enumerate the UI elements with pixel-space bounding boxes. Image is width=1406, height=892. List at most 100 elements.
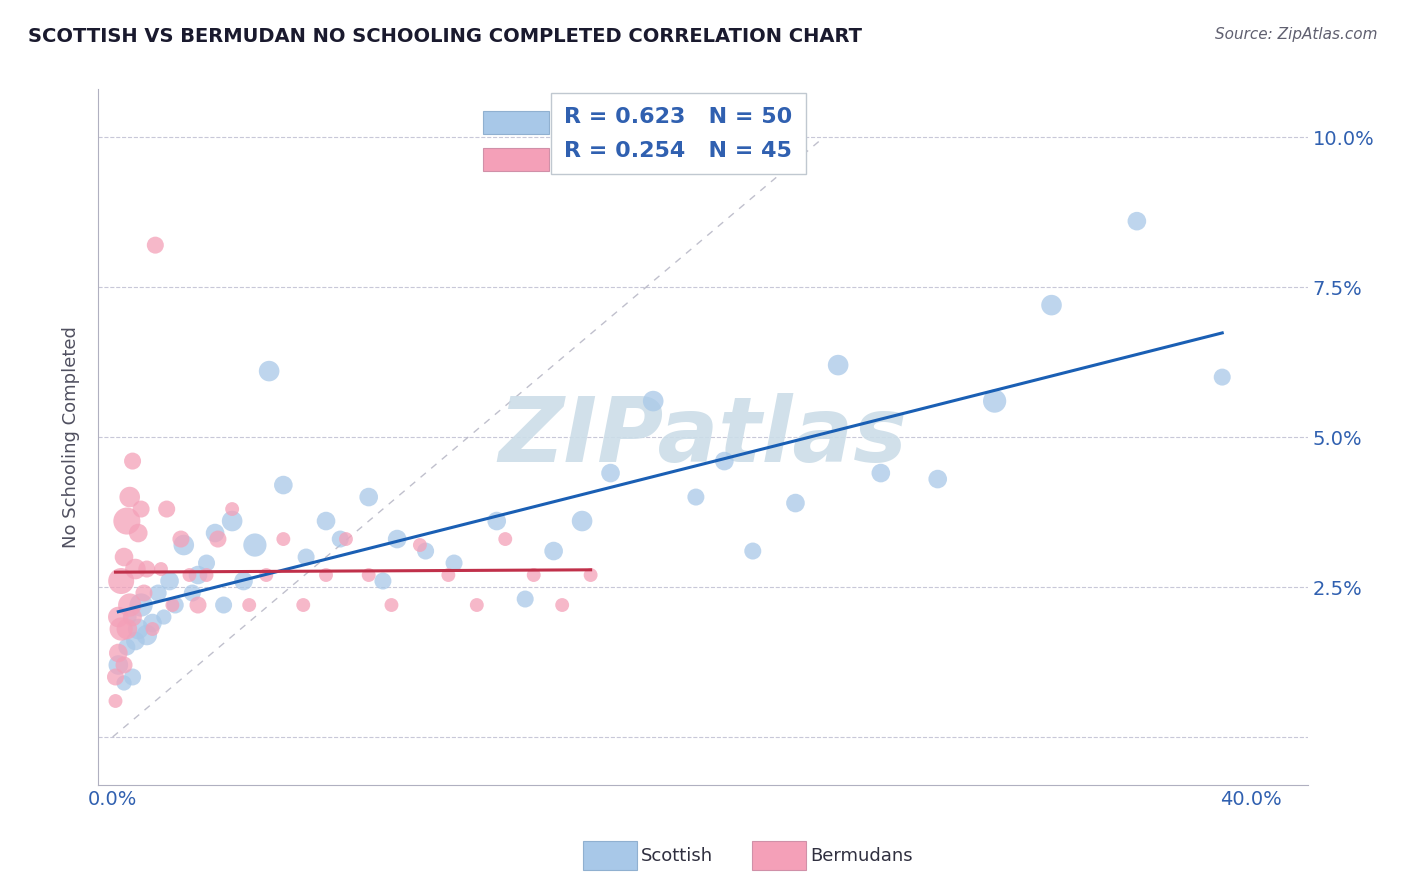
Point <box>110 622 132 636</box>
Point <box>112 676 135 690</box>
Point <box>465 598 488 612</box>
Point <box>357 568 380 582</box>
Point <box>110 574 132 588</box>
Point <box>243 538 266 552</box>
Text: ZIPatlas: ZIPatlas <box>499 393 907 481</box>
Point <box>273 478 295 492</box>
Point <box>409 538 432 552</box>
Point <box>135 628 157 642</box>
Point <box>485 514 508 528</box>
Point <box>579 568 602 582</box>
Point <box>170 532 193 546</box>
Point <box>121 670 143 684</box>
Point <box>329 532 352 546</box>
Point <box>257 364 280 378</box>
Point <box>104 670 127 684</box>
Point <box>129 598 152 612</box>
Point <box>195 556 218 570</box>
Point <box>232 574 254 588</box>
Point <box>1126 214 1149 228</box>
Text: Bermudans: Bermudans <box>810 847 912 865</box>
Point <box>141 622 163 636</box>
Point <box>132 586 155 600</box>
Point <box>112 549 135 564</box>
Point <box>146 586 169 600</box>
Point <box>212 598 235 612</box>
Point <box>685 490 707 504</box>
Point <box>115 622 138 636</box>
Point <box>1211 370 1233 384</box>
Point <box>115 640 138 654</box>
Point <box>121 454 143 468</box>
Point <box>143 238 166 252</box>
Point <box>118 610 141 624</box>
Point <box>741 544 763 558</box>
Point <box>118 598 141 612</box>
Point <box>315 514 337 528</box>
Point <box>523 568 546 582</box>
Point <box>357 490 380 504</box>
Text: R = 0.623   N = 50
R = 0.254   N = 45: R = 0.623 N = 50 R = 0.254 N = 45 <box>564 106 792 161</box>
Point <box>713 454 735 468</box>
Text: Source: ZipAtlas.com: Source: ZipAtlas.com <box>1215 27 1378 42</box>
Point <box>107 610 129 624</box>
Point <box>179 568 201 582</box>
Point <box>129 502 152 516</box>
Point <box>118 490 141 504</box>
Point <box>107 646 129 660</box>
Point <box>112 658 135 673</box>
FancyBboxPatch shape <box>482 111 550 135</box>
Point <box>869 466 891 480</box>
Point <box>104 694 127 708</box>
Point <box>115 514 138 528</box>
Point <box>124 634 146 648</box>
Point <box>571 514 593 528</box>
Point <box>551 598 574 612</box>
Point <box>927 472 949 486</box>
Point <box>443 556 465 570</box>
Point <box>254 568 277 582</box>
Point <box>173 538 195 552</box>
Point <box>292 598 315 612</box>
Point <box>127 622 149 636</box>
Point <box>335 532 357 546</box>
Point <box>273 532 295 546</box>
Point <box>141 615 163 630</box>
Point <box>983 394 1005 409</box>
Point <box>494 532 516 546</box>
Point <box>415 544 437 558</box>
Text: SCOTTISH VS BERMUDAN NO SCHOOLING COMPLETED CORRELATION CHART: SCOTTISH VS BERMUDAN NO SCHOOLING COMPLE… <box>28 27 862 45</box>
Point <box>153 610 176 624</box>
Y-axis label: No Schooling Completed: No Schooling Completed <box>62 326 80 548</box>
Point <box>165 598 187 612</box>
Point <box>204 526 226 541</box>
Point <box>295 549 318 564</box>
Point <box>135 562 157 576</box>
Point <box>207 532 229 546</box>
Point <box>315 568 337 582</box>
Point <box>127 526 149 541</box>
Point <box>150 562 173 576</box>
Point <box>221 514 243 528</box>
Point <box>238 598 260 612</box>
Point <box>1040 298 1063 312</box>
Point <box>380 598 402 612</box>
Point <box>156 502 179 516</box>
Point <box>121 610 143 624</box>
Point <box>543 544 565 558</box>
Point <box>221 502 243 516</box>
Point <box>827 358 849 372</box>
Point <box>107 658 129 673</box>
Point <box>187 568 209 582</box>
Point <box>785 496 807 510</box>
Point <box>643 394 665 409</box>
Point <box>159 574 181 588</box>
Text: Scottish: Scottish <box>641 847 713 865</box>
Point <box>187 598 209 612</box>
Point <box>371 574 394 588</box>
Point <box>437 568 460 582</box>
Point <box>124 562 146 576</box>
Point <box>162 598 184 612</box>
Point <box>385 532 408 546</box>
Point <box>181 586 204 600</box>
